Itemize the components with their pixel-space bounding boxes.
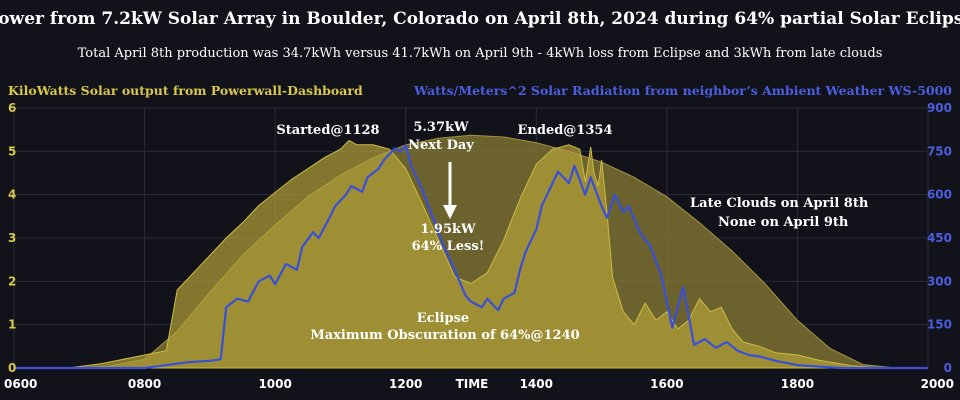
annotation-none-next-day: None on April 9th (718, 215, 849, 230)
line-solar-radiation (14, 144, 928, 370)
plot-areas (14, 134, 928, 369)
y-tick-left: 6 (8, 101, 16, 115)
y-tick-right: 750 (927, 144, 952, 158)
annotation-next-day-label: Next Day (408, 138, 474, 153)
x-ticks: 0600 0800 1000 1200 1400 1600 1800 2000 (4, 377, 954, 391)
y-ticks-right: 0 150 300 450 600 750 900 (927, 101, 952, 375)
y-tick-left: 5 (8, 144, 16, 158)
chart-title: Power from 7.2kW Solar Array in Boulder,… (0, 9, 960, 29)
annotation-next-day-value: 5.37kW (413, 120, 469, 135)
y-tick-right: 900 (927, 101, 952, 115)
y-tick-left: 0 (8, 361, 16, 375)
y-axis-right-label: Watts/Meters^2 Solar Radiation from neig… (413, 83, 952, 98)
y-tick-right: 300 (927, 274, 952, 288)
y-axis-left-label: KiloWatts Solar output from Powerwall-Da… (8, 83, 363, 98)
x-axis-label: TIME (456, 377, 489, 391)
annotation-max-obscuration: Maximum Obscuration of 64%@1240 (310, 328, 579, 343)
plot-lines (14, 144, 928, 370)
x-tick: 1200 (389, 377, 422, 391)
x-tick: 1000 (258, 377, 291, 391)
x-tick: 1600 (650, 377, 683, 391)
x-tick: 0800 (128, 377, 161, 391)
annotation-started: Started@1128 (276, 123, 379, 138)
y-tick-right: 0 (944, 361, 952, 375)
x-tick: 2000 (921, 377, 954, 391)
annotation-late-clouds: Late Clouds on April 8th (690, 196, 869, 211)
annotations: Started@1128 5.37kW Next Day Ended@1354 … (276, 120, 868, 343)
y-tick-right: 150 (927, 318, 952, 332)
y-ticks-left: 0 1 2 3 4 5 6 (8, 101, 16, 375)
y-tick-left: 1 (8, 318, 16, 332)
x-tick: 0600 (4, 377, 37, 391)
x-tick: 1400 (520, 377, 553, 391)
chart-subtitle: Total April 8th production was 34.7kWh v… (78, 46, 883, 61)
y-tick-right: 600 (927, 188, 952, 202)
y-tick-right: 450 (927, 231, 952, 245)
annotation-eclipse-less: 64% Less! (412, 239, 485, 254)
y-tick-left: 4 (8, 188, 16, 202)
y-tick-left: 2 (8, 274, 16, 288)
x-tick: 1800 (781, 377, 814, 391)
annotation-eclipse-label: Eclipse (417, 311, 469, 326)
annotation-eclipse-value: 1.95kW (420, 222, 476, 237)
annotation-arrow-head (443, 205, 457, 219)
area-eclipse-day (14, 139, 928, 369)
annotation-ended: Ended@1354 (518, 123, 613, 138)
y-tick-left: 3 (8, 231, 16, 245)
